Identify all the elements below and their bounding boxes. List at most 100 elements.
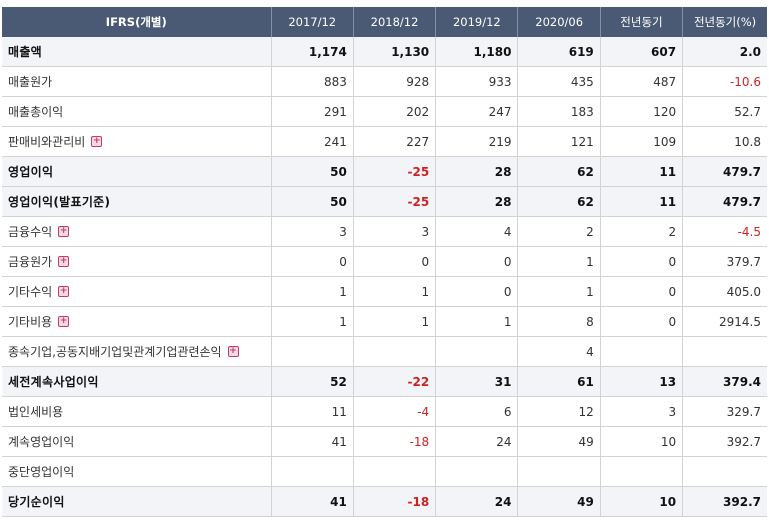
row-label-cell: 영업이익(발표기준)	[2, 186, 272, 217]
value-cell: 10	[600, 426, 684, 457]
value-cell: 1	[435, 306, 519, 337]
value-cell: 61	[517, 366, 601, 397]
value-cell: 28	[435, 186, 519, 217]
value-cell: 0	[435, 276, 519, 307]
value-cell: 0	[435, 246, 519, 277]
value-cell	[435, 336, 519, 367]
row-label-cell: 중단영업이익	[2, 456, 272, 487]
value-cell: 1	[353, 276, 437, 307]
value-cell: 31	[435, 366, 519, 397]
value-cell: 392.7	[682, 426, 767, 457]
value-cell: 11	[271, 396, 354, 427]
value-cell: 52	[271, 366, 354, 397]
header-row: IFRS(개별) 2017/12 2018/12 2019/12 2020/06…	[2, 7, 767, 37]
table-row: 금융수익 +3 3 4 2 2 -4.5	[2, 216, 767, 247]
row-label-cell: 종속기업,공동지배기업및관계기업관련손익 +	[2, 336, 272, 367]
row-label: 계속영업이익	[8, 435, 75, 449]
value-cell	[435, 456, 519, 487]
value-cell: 2	[517, 216, 601, 247]
value-cell: 219	[435, 126, 519, 157]
value-cell: -22	[353, 366, 437, 397]
value-cell: 1,180	[435, 37, 519, 67]
table-row: 판매비와관리비 +241 227 219 121 109 10.8	[2, 126, 767, 157]
row-label-cell: 기타수익 +	[2, 276, 272, 307]
row-label: 매출액	[8, 45, 43, 59]
row-label-cell: 기타비용 +	[2, 306, 272, 337]
row-label: 영업이익(발표기준)	[8, 195, 111, 209]
value-cell: 487	[600, 66, 684, 97]
value-cell: 405.0	[682, 276, 767, 307]
value-cell: 329.7	[682, 396, 767, 427]
value-cell: 0	[353, 246, 437, 277]
value-cell: 3	[600, 396, 684, 427]
row-label-cell: 매출총이익	[2, 96, 272, 127]
value-cell: 479.7	[682, 156, 767, 187]
header-period-2019-12: 2019/12	[435, 7, 519, 37]
table-row: 매출총이익 291 202 247 183 120 52.7	[2, 96, 767, 127]
table-row: 중단영업이익	[2, 456, 767, 487]
value-cell: -25	[353, 186, 437, 217]
row-label: 기타비용	[8, 315, 53, 329]
header-period-2017-12: 2017/12	[271, 7, 354, 37]
value-cell: 109	[600, 126, 684, 157]
row-label: 종속기업,공동지배기업및관계기업관련손익	[8, 345, 222, 359]
row-label-cell: 매출액	[2, 37, 272, 67]
value-cell: 121	[517, 126, 601, 157]
value-cell	[271, 336, 354, 367]
value-cell: 0	[271, 246, 354, 277]
table-row: 법인세비용 11 -4 6 12 3 329.7	[2, 396, 767, 427]
value-cell	[600, 336, 684, 367]
value-cell: 392.7	[682, 486, 767, 517]
value-cell: 62	[517, 156, 601, 187]
value-cell: 0	[600, 306, 684, 337]
value-cell: 3	[271, 216, 354, 247]
value-cell: 6	[435, 396, 519, 427]
row-label: 금융원가	[8, 255, 53, 269]
row-label-cell: 금융수익 +	[2, 216, 272, 247]
value-cell: 11	[600, 186, 684, 217]
row-label: 기타수익	[8, 285, 53, 299]
value-cell: 50	[271, 186, 354, 217]
value-cell: 247	[435, 96, 519, 127]
value-cell: 12	[517, 396, 601, 427]
row-label: 당기순이익	[8, 495, 65, 509]
header-prev-year-change-pct: 전년동기(%)	[682, 7, 767, 37]
value-cell: 2914.5	[682, 306, 767, 337]
plus-square-icon[interactable]: +	[58, 226, 70, 237]
plus-square-icon[interactable]: +	[227, 346, 239, 357]
value-cell: 435	[517, 66, 601, 97]
table-row: 매출액 1,174 1,130 1,180 619 607 2.0	[2, 37, 767, 67]
value-cell: 1,174	[271, 37, 354, 67]
row-label-cell: 세전계속사업이익	[2, 366, 272, 397]
value-cell: 379.4	[682, 366, 767, 397]
row-label-cell: 판매비와관리비 +	[2, 126, 272, 157]
value-cell: 291	[271, 96, 354, 127]
value-cell: 49	[517, 486, 601, 517]
row-label: 판매비와관리비	[8, 135, 86, 149]
plus-square-icon[interactable]: +	[58, 316, 70, 327]
value-cell: 0	[600, 276, 684, 307]
value-cell: -18	[353, 486, 437, 517]
value-cell: 62	[517, 186, 601, 217]
value-cell: 28	[435, 156, 519, 187]
table-row: 계속영업이익 41 -18 24 49 10 392.7	[2, 426, 767, 457]
value-cell: 8	[517, 306, 601, 337]
plus-square-icon[interactable]: +	[91, 136, 103, 147]
value-cell: 1	[517, 246, 601, 277]
value-cell: 4	[435, 216, 519, 247]
row-label-cell: 매출원가	[2, 66, 272, 97]
value-cell: 11	[600, 156, 684, 187]
plus-square-icon[interactable]: +	[58, 256, 70, 267]
row-label-cell: 영업이익	[2, 156, 272, 187]
table-row: 매출원가 883 928 933 435 487 -10.6	[2, 66, 767, 97]
plus-square-icon[interactable]: +	[58, 286, 70, 297]
value-cell: 1	[271, 306, 354, 337]
value-cell: 13	[600, 366, 684, 397]
value-cell: 49	[517, 426, 601, 457]
value-cell: 0	[600, 246, 684, 277]
value-cell: 120	[600, 96, 684, 127]
value-cell: 3	[353, 216, 437, 247]
value-cell: -18	[353, 426, 437, 457]
value-cell: -10.6	[682, 66, 767, 97]
value-cell: 183	[517, 96, 601, 127]
